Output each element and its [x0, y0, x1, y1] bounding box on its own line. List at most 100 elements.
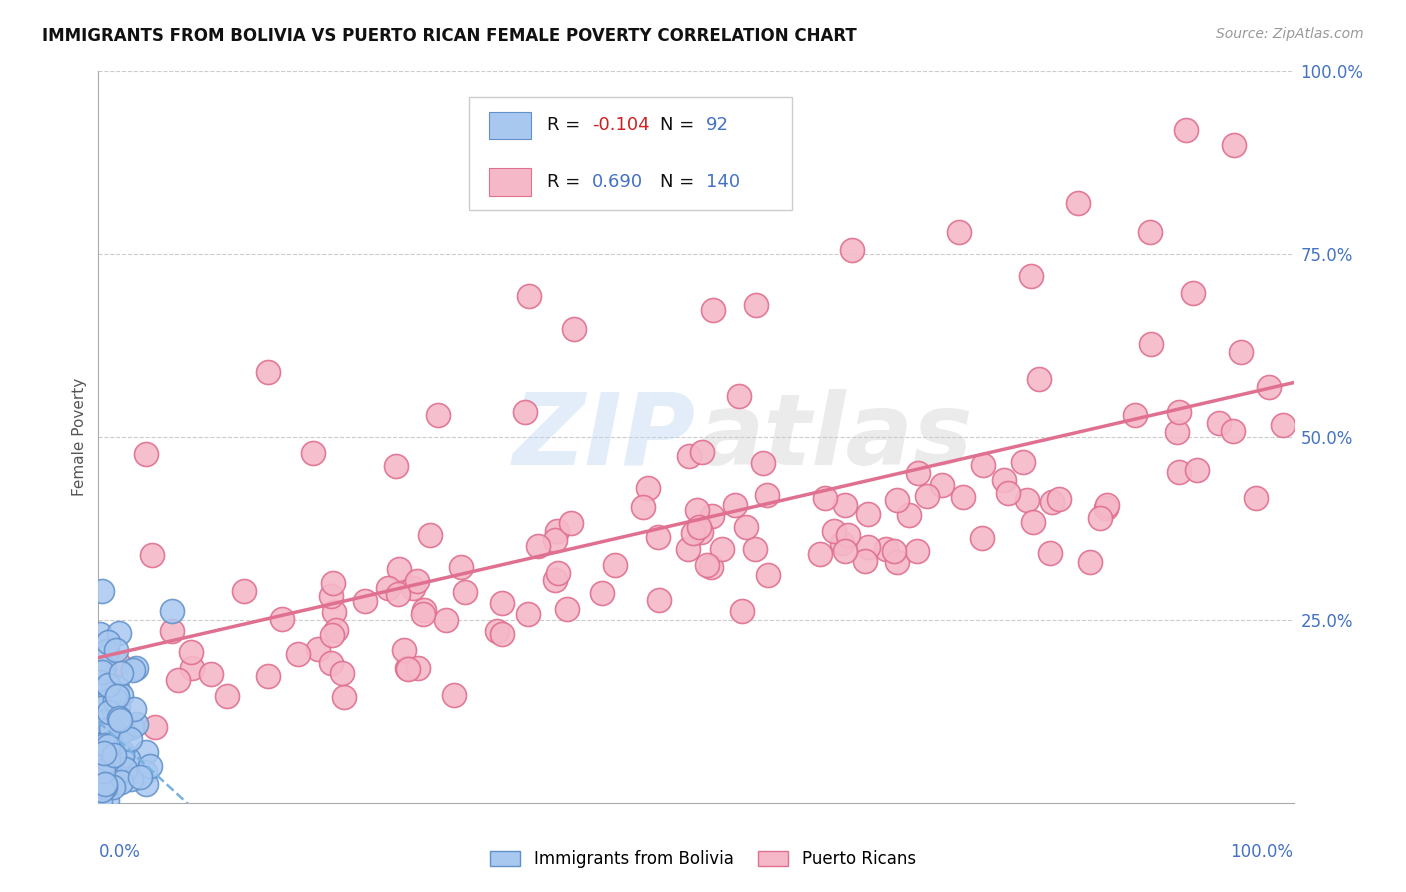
Point [302, 446, 325, 460]
Point [676, 542, 699, 557]
Point [1271, 418, 1294, 433]
Point [1123, 408, 1146, 422]
Text: atlas: atlas [696, 389, 973, 485]
Point [104, 693, 127, 707]
Point [1078, 555, 1101, 569]
Point [527, 540, 550, 554]
Point [96, 766, 118, 780]
Point [110, 688, 132, 702]
Point [898, 508, 921, 522]
Point [702, 302, 724, 317]
Point [111, 749, 134, 764]
Point [1244, 491, 1267, 505]
Point [690, 445, 713, 459]
Point [135, 745, 157, 759]
Point [97, 635, 120, 649]
Point [125, 661, 148, 675]
Point [330, 665, 353, 680]
Point [544, 533, 567, 547]
Point [307, 641, 329, 656]
Point [257, 669, 280, 683]
Point [107, 760, 129, 774]
Point [547, 566, 569, 581]
Point [90, 738, 112, 752]
Point [98, 756, 121, 771]
Bar [489, 168, 531, 195]
Point [1021, 515, 1043, 529]
Point [517, 288, 540, 302]
Point [419, 528, 441, 542]
Point [485, 624, 508, 639]
Text: 100.0%: 100.0% [1230, 843, 1294, 861]
Point [90, 730, 112, 744]
Point [233, 584, 256, 599]
Y-axis label: Female Poverty: Female Poverty [72, 378, 87, 496]
Point [751, 456, 773, 470]
Point [546, 524, 568, 538]
Point [1015, 492, 1038, 507]
Text: N =: N = [661, 173, 700, 191]
Point [105, 769, 128, 783]
Point [97, 678, 120, 692]
Point [118, 731, 141, 746]
Point [96, 644, 118, 658]
Point [89, 794, 111, 808]
Point [1166, 425, 1188, 439]
Point [100, 758, 122, 772]
Point [711, 541, 734, 556]
Point [637, 481, 659, 495]
Point [856, 541, 879, 555]
Point [141, 548, 163, 562]
Point [93, 704, 115, 718]
Point [107, 700, 129, 714]
Point [135, 777, 157, 791]
Point [103, 706, 125, 721]
Point [91, 764, 114, 778]
Point [101, 780, 124, 794]
Point [831, 536, 853, 550]
Point [1168, 405, 1191, 419]
Point [325, 623, 347, 637]
Point [105, 771, 128, 785]
Text: N =: N = [661, 117, 700, 135]
Point [105, 643, 128, 657]
Point [388, 561, 411, 575]
Point [93, 660, 115, 674]
Point [319, 589, 342, 603]
Point [1257, 380, 1279, 394]
Point [93, 780, 115, 794]
Point [96, 793, 118, 807]
Point [321, 656, 343, 670]
Point [91, 783, 114, 797]
Point [841, 244, 863, 258]
Point [167, 673, 190, 687]
Point [412, 607, 434, 621]
Point [93, 734, 115, 748]
Point [200, 666, 222, 681]
Text: R =: R = [547, 117, 585, 135]
Point [1088, 511, 1111, 525]
Point [353, 594, 375, 608]
Point [1230, 344, 1253, 359]
Point [727, 389, 749, 403]
Point [97, 753, 120, 767]
Point [89, 731, 111, 745]
Point [450, 560, 472, 574]
Point [91, 749, 114, 764]
Point [110, 713, 132, 727]
Point [562, 322, 585, 336]
Point [875, 542, 897, 557]
Point [1012, 455, 1035, 469]
Text: Source: ZipAtlas.com: Source: ZipAtlas.com [1216, 27, 1364, 41]
Point [972, 531, 994, 545]
Point [931, 477, 953, 491]
Point [90, 701, 112, 715]
Point [90, 686, 112, 700]
Point [105, 757, 128, 772]
Point [98, 705, 121, 719]
Point [591, 586, 613, 600]
Point [89, 627, 111, 641]
Point [700, 509, 723, 524]
Point [1187, 463, 1209, 477]
Point [1181, 286, 1204, 301]
